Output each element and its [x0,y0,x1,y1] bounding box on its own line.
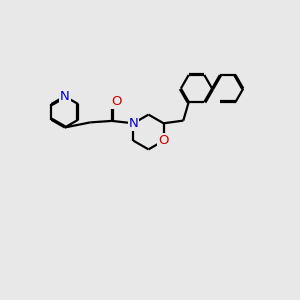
Text: O: O [111,95,122,108]
Text: N: N [129,117,138,130]
Text: N: N [60,90,70,103]
Text: O: O [158,134,169,147]
